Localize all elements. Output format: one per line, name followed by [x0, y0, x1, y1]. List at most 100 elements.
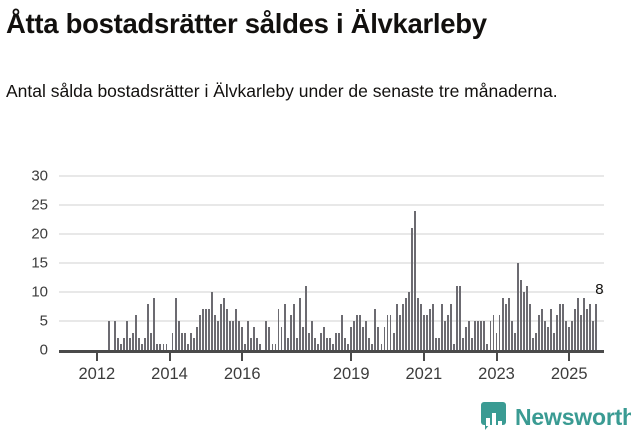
bar	[256, 338, 259, 350]
y-axis-tick-label: 20	[31, 225, 48, 243]
bar	[456, 286, 459, 350]
y-axis-tick-label: 15	[31, 254, 48, 272]
bar	[207, 309, 210, 350]
x-axis-tick-label: 2023	[478, 365, 515, 383]
bar	[183, 332, 186, 350]
bar	[489, 321, 492, 350]
bar	[117, 338, 119, 350]
bar	[441, 303, 443, 350]
bar	[226, 309, 228, 350]
bar	[568, 326, 571, 350]
bar	[108, 321, 110, 350]
bar	[229, 321, 231, 350]
bar	[404, 297, 407, 350]
bar	[522, 292, 525, 350]
bar-series: 8	[59, 176, 604, 350]
bar	[565, 321, 568, 350]
bar	[453, 344, 456, 350]
y-axis-tick-label: 5	[39, 312, 48, 330]
x-axis-tick-label: 2012	[78, 365, 116, 383]
bar	[377, 326, 380, 350]
bar	[244, 344, 247, 350]
bar	[380, 344, 383, 350]
x-axis-tick	[495, 353, 498, 361]
bar	[359, 315, 362, 350]
bar	[150, 332, 153, 350]
bar	[126, 321, 129, 350]
bar	[510, 321, 513, 350]
bar	[362, 326, 365, 350]
bar	[250, 338, 253, 350]
bar	[501, 297, 504, 350]
bar	[174, 297, 177, 350]
bar	[189, 332, 192, 350]
bar	[571, 321, 574, 350]
bar	[332, 344, 334, 350]
bar	[447, 315, 449, 350]
bar	[413, 210, 416, 350]
bar	[468, 321, 471, 350]
bar	[316, 344, 319, 350]
bar	[295, 338, 298, 350]
bar	[307, 332, 310, 350]
gridline	[59, 233, 604, 235]
y-axis-tick-label: 10	[31, 283, 48, 301]
bar	[559, 303, 562, 350]
x-axis: 2012 2014 2016 2019 2021 2023 2025	[59, 353, 604, 393]
bar	[462, 338, 465, 350]
bar	[492, 315, 495, 350]
bar	[592, 321, 595, 350]
bar	[235, 309, 238, 350]
bar	[537, 315, 540, 350]
bar	[165, 344, 168, 350]
x-axis-tick	[568, 353, 571, 361]
bar	[444, 321, 446, 350]
bar	[289, 315, 292, 350]
bar	[322, 326, 325, 350]
bar	[507, 297, 510, 350]
bar	[595, 303, 598, 350]
bar-chart: 0 5 10 15 20 25 30 8 2012 2014 2016 2019 2021 2023 2…	[0, 160, 631, 383]
bar	[371, 344, 374, 350]
bar	[341, 315, 344, 350]
bar	[195, 326, 198, 350]
bar	[292, 303, 295, 350]
newsworthy-logo: Newsworthy	[481, 402, 631, 432]
bar	[528, 303, 531, 350]
bar	[238, 321, 241, 350]
bar	[356, 315, 359, 350]
x-axis-tick-label: 2016	[223, 365, 261, 383]
bar	[192, 338, 195, 350]
bar	[277, 309, 280, 350]
bar	[534, 332, 537, 350]
bar	[577, 297, 580, 350]
bar	[416, 297, 419, 350]
bar	[374, 309, 377, 350]
bar	[395, 303, 398, 350]
bar	[268, 326, 271, 350]
x-axis-tick	[241, 353, 244, 361]
bar	[365, 321, 368, 350]
bar	[141, 344, 144, 350]
bar	[513, 332, 516, 350]
gridline	[59, 204, 604, 206]
bar	[428, 309, 431, 350]
bar	[392, 332, 395, 350]
bar	[213, 315, 216, 350]
bar	[132, 332, 135, 350]
bar	[283, 303, 286, 350]
bar	[589, 303, 592, 350]
bar	[547, 326, 549, 350]
bar	[347, 344, 350, 350]
bar	[504, 303, 507, 350]
bar-chart-speech-bubble-icon	[481, 402, 507, 432]
bar	[217, 321, 219, 350]
bar	[153, 297, 156, 350]
bar	[431, 303, 434, 350]
y-axis-tick-label: 30	[31, 167, 48, 185]
bar	[265, 321, 268, 350]
bar	[480, 321, 483, 350]
bar	[556, 315, 558, 350]
bar	[401, 303, 404, 350]
bar	[247, 321, 250, 350]
